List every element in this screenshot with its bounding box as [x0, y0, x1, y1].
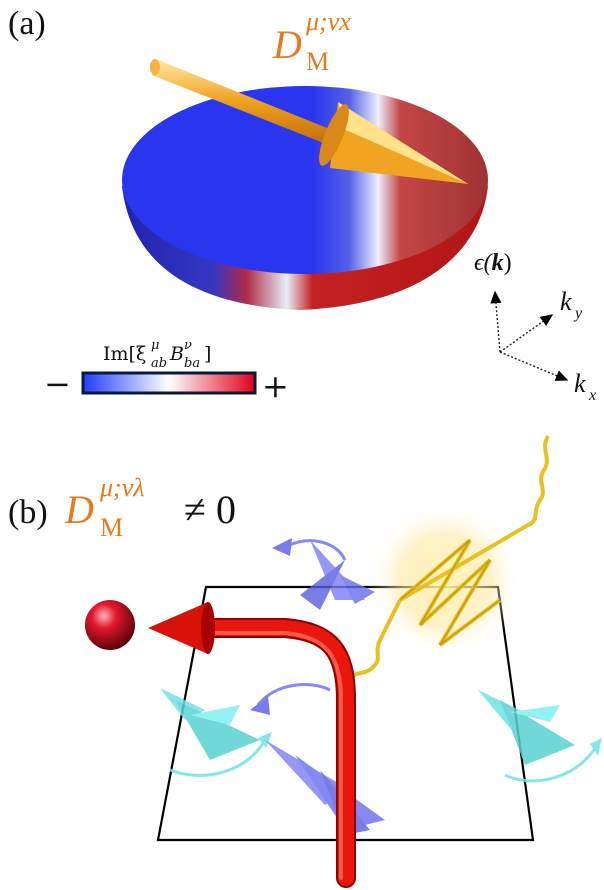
svg-text:D: D — [64, 487, 94, 532]
svg-text:M: M — [306, 47, 329, 76]
spin-cone-top — [272, 538, 375, 610]
svg-text:μ;νx: μ;νx — [305, 7, 351, 36]
spin-cone-left — [160, 688, 272, 777]
panel-a-label: (a) — [8, 5, 46, 42]
colorbar: Im[ξ μ ab B ν ba ] − + — [44, 338, 289, 405]
spin-cone-right — [478, 690, 602, 783]
colorbar-minus: − — [44, 365, 71, 403]
svg-text:M: M — [100, 513, 123, 542]
electron — [85, 600, 135, 650]
trajectory-arrowhead — [148, 602, 208, 654]
svg-text:ϵ(k): ϵ(k) — [474, 250, 512, 276]
svg-text:ν: ν — [184, 338, 192, 353]
svg-text:≠ 0: ≠ 0 — [184, 487, 236, 532]
svg-text:B: B — [169, 343, 184, 365]
svg-text:x: x — [588, 387, 596, 404]
photon-wave — [348, 435, 550, 682]
colorbar-gradient — [81, 371, 257, 395]
svg-text:D: D — [272, 22, 302, 67]
svg-text:μ;νλ: μ;νλ — [99, 473, 145, 502]
svg-text:ab: ab — [151, 356, 167, 371]
spin-cone-bottom — [250, 683, 385, 835]
svg-text:k: k — [560, 287, 572, 316]
svg-text:k: k — [574, 369, 586, 398]
axis-ky-label: k y — [560, 287, 583, 322]
dm-lambda-label: D μ;νλ M ≠ 0 — [64, 473, 236, 542]
axes-triad — [490, 290, 569, 381]
svg-text:y: y — [573, 305, 583, 322]
panel-b-label: (b) — [8, 494, 48, 531]
colorbar-plus: + — [262, 367, 289, 405]
svg-text:]: ] — [204, 343, 211, 365]
axis-kx-label: k x — [574, 369, 596, 404]
dispersion-bowl-top — [122, 86, 488, 274]
svg-text:μ: μ — [151, 338, 159, 353]
axis-energy-label: ϵ(k) — [474, 250, 512, 276]
colorbar-label: Im[ξ μ ab B ν ba ] — [103, 338, 211, 371]
svg-text:ba: ba — [184, 356, 200, 371]
photon-wave-shade — [399, 539, 501, 646]
dm-vector-arrow — [150, 59, 468, 184]
svg-text:Im[ξ: Im[ξ — [103, 343, 146, 365]
dm-x-label: D μ;νx M — [272, 7, 351, 76]
electron-trajectory — [148, 602, 356, 888]
